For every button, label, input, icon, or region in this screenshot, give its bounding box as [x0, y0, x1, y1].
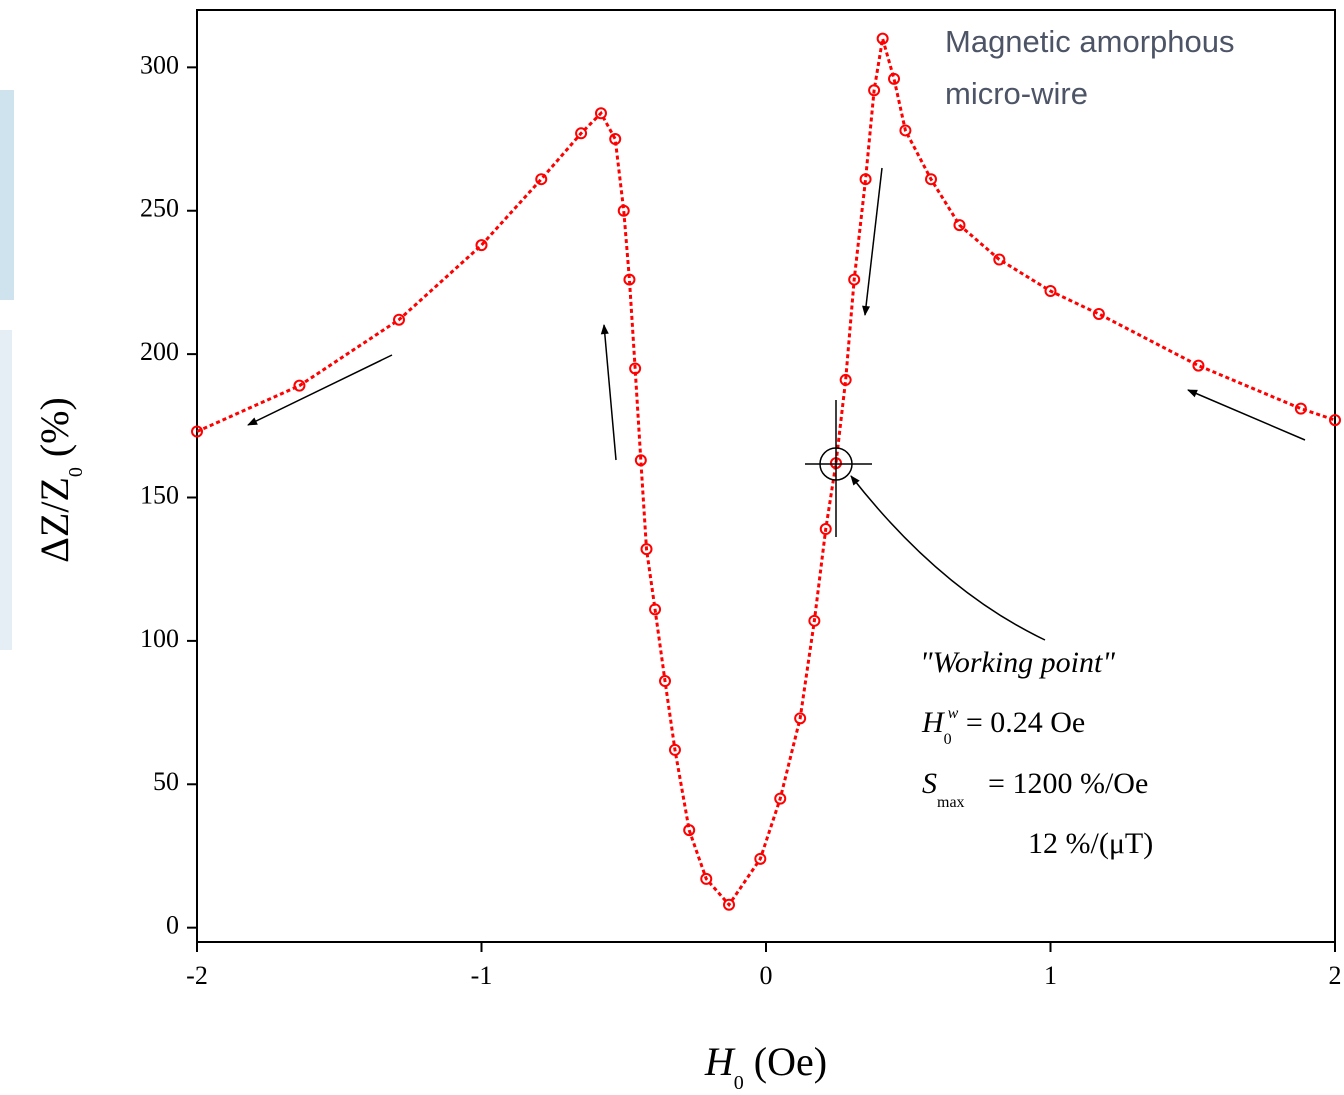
annotation-part: 0: [944, 731, 952, 748]
data-point: [868, 84, 881, 97]
arrows: [247, 167, 1306, 641]
plot: 0 50 100 150 200 250 300 -2 -1 0 1 2: [140, 32, 1342, 990]
data-point: [640, 543, 653, 556]
x-axis-label: H0 (Oe): [704, 1039, 827, 1094]
annotation-part: H: [921, 706, 946, 739]
data-point: [1092, 307, 1105, 320]
y-tick-label: 300: [140, 50, 179, 79]
data-point: [876, 32, 889, 45]
axis-label-part: ΔZ/Z: [32, 477, 77, 563]
x-tick-label: -2: [186, 961, 208, 990]
data-point: [774, 792, 787, 805]
y-tick-label: 250: [140, 194, 179, 223]
annotation-part: S: [922, 767, 937, 800]
data-point: [623, 273, 636, 286]
axis-label-part: (%): [32, 397, 77, 467]
data-point: [839, 373, 852, 386]
data-point: [859, 173, 872, 186]
data-point: [535, 173, 548, 186]
annotation: 12 %/(μT): [1028, 827, 1153, 860]
y-tick-label: 100: [140, 624, 179, 653]
annotation-part: max: [937, 794, 965, 811]
y-axis-label: ΔZ/Z0 (%): [32, 397, 87, 563]
data-point: [723, 898, 736, 911]
data-point: [993, 253, 1006, 266]
data-point: [1044, 285, 1057, 298]
data-point: [392, 313, 405, 326]
x-tick-label: 2: [1329, 961, 1342, 990]
arrow: [850, 475, 1046, 641]
axis-label-part: (Oe): [744, 1039, 827, 1084]
data-point: [848, 273, 861, 286]
y-tick-label: 150: [140, 480, 179, 509]
data-point: [668, 743, 681, 756]
data-point: [634, 454, 647, 467]
annotation-part: = 0.24 Oe: [958, 706, 1085, 739]
data-point: [1192, 359, 1205, 372]
arrow: [862, 167, 883, 316]
data-point: [819, 523, 832, 536]
data-point: [1329, 414, 1341, 427]
y-tick-label: 50: [153, 767, 179, 796]
annotation: "Working point": [920, 646, 1115, 679]
data-point: [191, 425, 203, 438]
y-tick-label: 0: [166, 911, 179, 940]
data-point: [617, 204, 630, 217]
data-point: [899, 124, 912, 137]
arrow: [600, 324, 617, 461]
x-tick-label: 1: [1044, 961, 1057, 990]
arrow: [1187, 389, 1306, 441]
axis-label-part: H: [704, 1039, 736, 1084]
arrow: [247, 354, 393, 426]
plot-frame: [196, 9, 1336, 943]
data-point: [629, 362, 642, 375]
side-decoration: [0, 90, 14, 650]
data-point: [659, 675, 672, 688]
annotation: H0 w = 0.24 Oe: [921, 705, 1085, 748]
y-tick-label: 200: [140, 337, 179, 366]
note: Magnetic amorphous: [945, 24, 1235, 59]
annotation: Smax = 1200 %/Oe: [922, 767, 1148, 811]
data-point: [925, 173, 938, 186]
data-line: [196, 38, 1336, 908]
data-point: [794, 712, 807, 725]
data-point: [754, 852, 767, 865]
data-point: [808, 614, 821, 627]
data-point: [683, 824, 696, 837]
data-point: [953, 219, 966, 232]
data-point: [575, 127, 588, 140]
data-point: [594, 107, 607, 120]
annotation-part: = 1200 %/Oe: [981, 767, 1149, 800]
note: micro-wire: [945, 76, 1088, 111]
x-tick-label: 0: [760, 961, 773, 990]
annotation-part: w: [948, 705, 959, 722]
data-point: [609, 133, 622, 146]
axis-label-part: 0: [65, 467, 87, 477]
data-point: [700, 872, 713, 885]
data-point: [888, 72, 901, 85]
x-tick-label: -1: [471, 961, 493, 990]
data-point: [293, 379, 306, 392]
data-point: [475, 239, 488, 252]
axis-label-part: 0: [734, 1072, 744, 1094]
data-point: [649, 603, 662, 616]
data-point: [1294, 402, 1307, 415]
